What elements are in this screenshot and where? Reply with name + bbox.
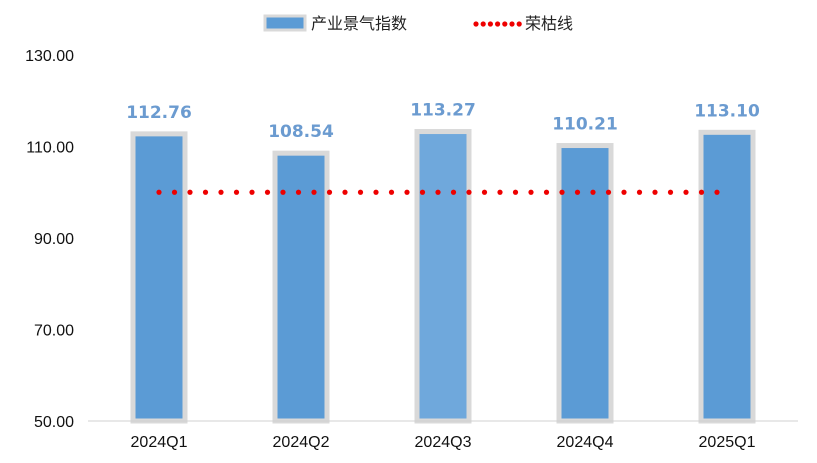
x-tick-label: 2024Q1 — [131, 434, 188, 451]
reference-line-dot — [497, 189, 503, 195]
reference-line-dot — [357, 189, 364, 195]
y-tick-label: 130.00 — [25, 48, 74, 65]
reference-line-dot — [574, 189, 581, 195]
reference-line-dot — [528, 189, 534, 195]
data-label-2024Q2: 108.54 — [268, 122, 334, 142]
reference-line-dot — [233, 189, 240, 195]
reference-line-dot — [667, 189, 674, 195]
reference-line-dot — [621, 189, 627, 195]
x-tick-label: 2025Q1 — [699, 434, 756, 451]
reference-line-dot — [388, 189, 395, 195]
reference-line-dot — [543, 189, 550, 195]
y-tick-label: 90.00 — [34, 231, 74, 248]
bars — [130, 129, 756, 424]
bar-2024Q1 — [130, 131, 188, 424]
reference-line-dot — [373, 189, 379, 195]
x-tick-label: 2024Q3 — [415, 434, 472, 451]
data-label-2024Q3: 113.27 — [410, 101, 476, 121]
y-axis: 50.00 70.00 90.00 110.00 130.00 — [25, 48, 74, 431]
reference-line-dot — [342, 189, 348, 195]
legend: 产业景气指数 荣枯线 — [263, 14, 573, 33]
x-tick-label: 2024Q2 — [273, 434, 330, 451]
reference-line-dot — [249, 189, 255, 195]
legend-dot — [495, 21, 501, 27]
reference-line-dot — [652, 189, 658, 195]
data-label-2025Q1: 113.10 — [694, 101, 760, 121]
reference-line-dot — [481, 189, 488, 195]
reference-line-dot — [590, 189, 596, 195]
reference-line-dot — [559, 189, 565, 195]
legend-swatch-reference-line — [473, 21, 522, 27]
reference-line-dot — [264, 189, 271, 195]
data-labels: 112.76 108.54 113.27 110.21 113.10 — [126, 101, 760, 143]
reference-line-dot — [714, 189, 720, 195]
y-tick-label: 50.00 — [34, 414, 74, 431]
reference-line-dot — [187, 189, 193, 195]
reference-line-dot — [698, 189, 705, 195]
legend-dot — [473, 21, 479, 27]
bar-2025Q1 — [698, 129, 756, 424]
reference-line-dot — [419, 189, 426, 195]
reference-line-dot — [202, 189, 209, 195]
reference-line-dot — [295, 189, 302, 195]
legend-label-reference: 荣枯线 — [525, 14, 573, 33]
legend-dot — [509, 21, 515, 27]
bar-2024Q3 — [414, 129, 472, 424]
bar-2024Q4 — [556, 143, 614, 424]
y-tick-label: 70.00 — [34, 323, 74, 340]
data-label-2024Q4: 110.21 — [552, 115, 618, 135]
legend-label-index: 产业景气指数 — [311, 14, 407, 33]
reference-line-dot — [171, 189, 178, 195]
legend-dot — [502, 21, 508, 27]
reference-line — [156, 189, 720, 195]
reference-line-dot — [404, 189, 410, 195]
reference-line-dot — [280, 189, 286, 195]
x-axis: 2024Q1 2024Q2 2024Q3 2024Q4 2025Q1 — [131, 434, 756, 451]
x-tick-label: 2024Q4 — [557, 434, 614, 451]
data-label-2024Q1: 112.76 — [126, 103, 192, 123]
reference-line-dot — [683, 189, 689, 195]
reference-line-dot — [466, 189, 472, 195]
legend-dot — [487, 21, 493, 27]
reference-line-dot — [512, 189, 519, 195]
reference-line-dot — [636, 189, 643, 195]
legend-dot — [480, 21, 486, 27]
reference-line-dot — [605, 189, 612, 195]
legend-dot — [516, 21, 522, 27]
reference-line-dot — [326, 189, 333, 195]
reference-line-dot — [218, 189, 224, 195]
reference-line-dot — [311, 189, 317, 195]
y-tick-label: 110.00 — [26, 140, 74, 157]
legend-swatch-bar — [263, 14, 307, 32]
reference-line-dot — [450, 189, 457, 195]
reference-line-dot — [156, 189, 162, 195]
reference-line-dot — [435, 189, 441, 195]
